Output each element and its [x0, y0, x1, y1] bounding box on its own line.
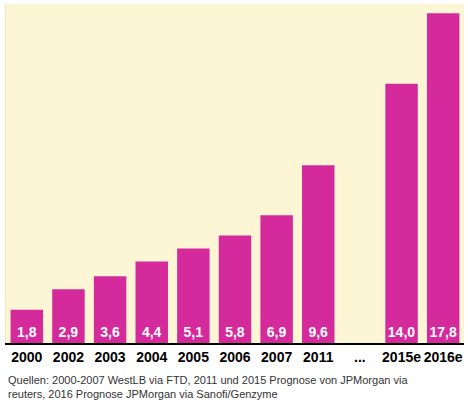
- svg-text:4,4: 4,4: [142, 324, 162, 340]
- svg-text:5,1: 5,1: [184, 324, 204, 340]
- svg-text:17,8: 17,8: [429, 324, 456, 340]
- svg-text:2005: 2005: [178, 349, 209, 365]
- svg-text:3,6: 3,6: [100, 324, 120, 340]
- svg-text:2011: 2011: [303, 349, 334, 365]
- svg-text:2007: 2007: [261, 349, 292, 365]
- svg-text:2016e: 2016e: [424, 349, 463, 365]
- svg-text:2015e: 2015e: [382, 349, 421, 365]
- svg-text:2,9: 2,9: [59, 324, 79, 340]
- svg-text:2004: 2004: [136, 349, 167, 365]
- svg-text:Quellen: 2000-2007 WestLB via: Quellen: 2000-2007 WestLB via FTD, 2011 …: [8, 374, 408, 400]
- svg-text:2000: 2000: [11, 349, 42, 365]
- svg-text:...: ...: [354, 349, 366, 365]
- svg-text:9,6: 9,6: [308, 324, 328, 340]
- svg-text:6,9: 6,9: [267, 324, 287, 340]
- svg-text:1,8: 1,8: [17, 324, 37, 340]
- svg-text:2003: 2003: [95, 349, 126, 365]
- svg-text:2002: 2002: [53, 349, 84, 365]
- svg-text:5,8: 5,8: [225, 324, 245, 340]
- svg-text:14,0: 14,0: [388, 324, 415, 340]
- svg-text:2006: 2006: [219, 349, 250, 365]
